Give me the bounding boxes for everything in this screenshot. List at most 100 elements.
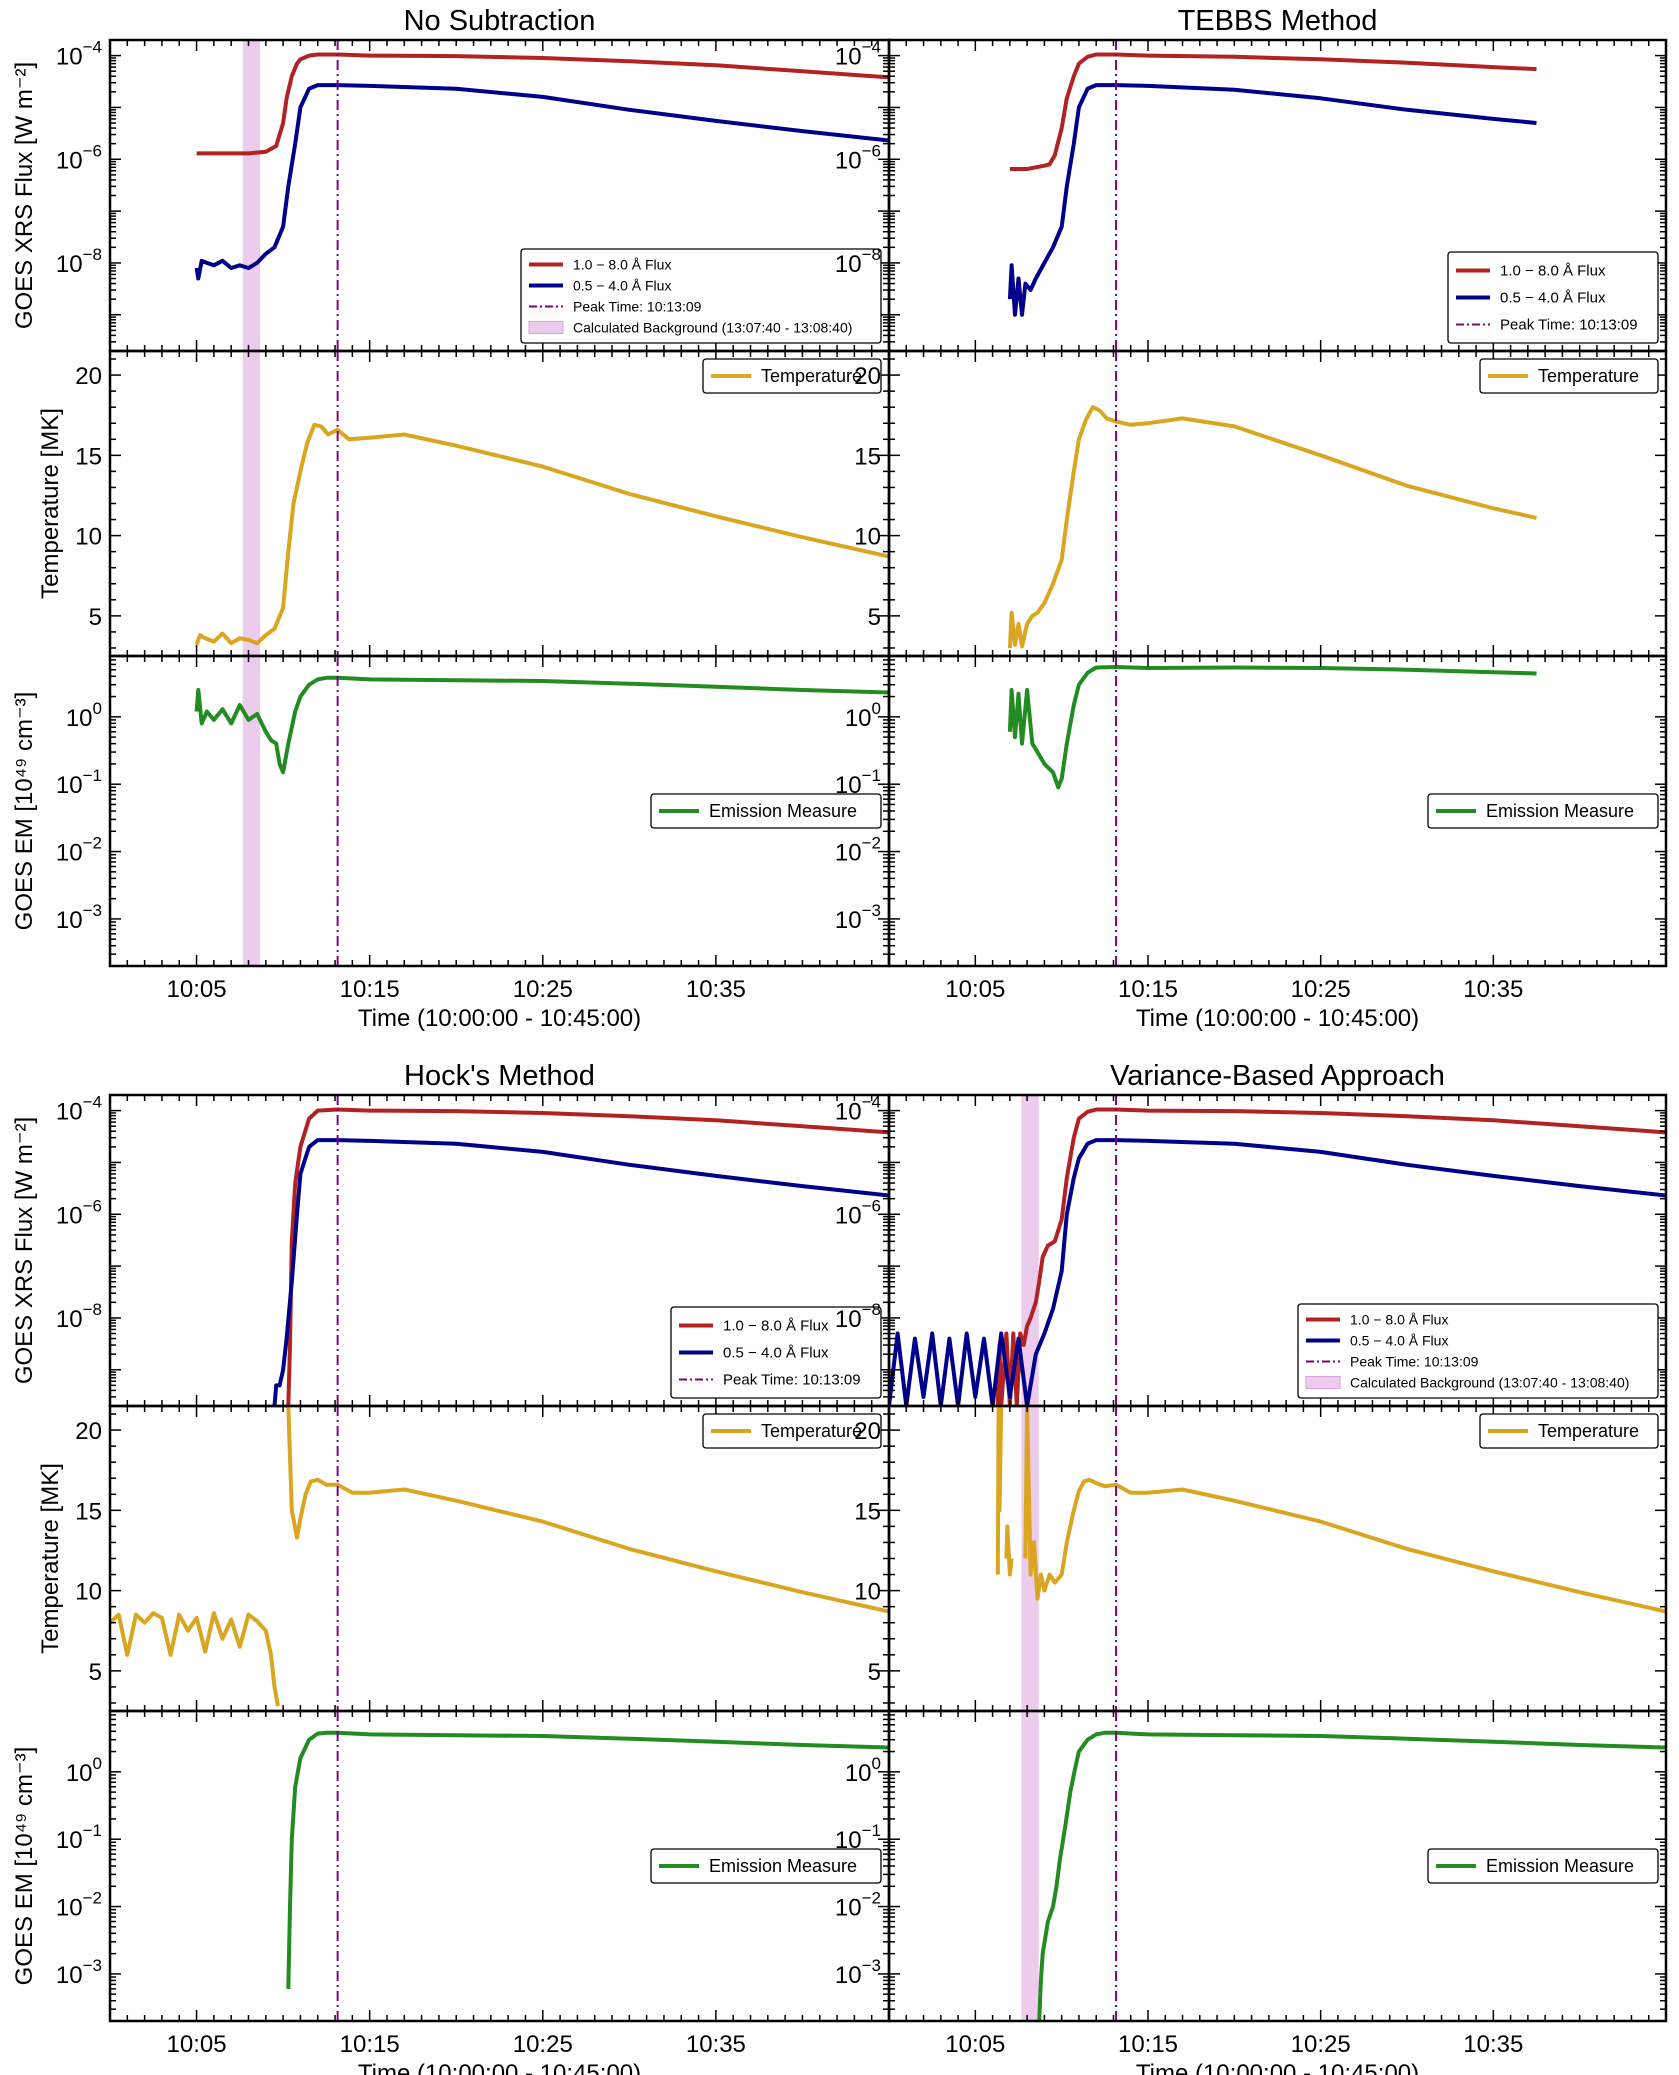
legend-label-short: 0.5 − 4.0 Å Flux	[1350, 1333, 1448, 1349]
panel-temperature: 20 15 10 5 Temperature Temperature [MK]	[37, 1404, 891, 1713]
series-line-emission_measure	[286, 1730, 889, 1989]
y-tick-label: 10−4	[56, 38, 102, 71]
tick-base: 10	[835, 772, 862, 799]
tick-base: 10	[56, 147, 83, 174]
legend-box	[1427, 1848, 1659, 1884]
legend-label-long: 1.0 − 8.0 Å Flux	[1350, 1312, 1448, 1328]
y-tick-label: 10−6	[56, 141, 102, 174]
y-tick-label: 10−3	[835, 901, 881, 934]
tick-base: 10	[56, 772, 83, 799]
axes-frame	[887, 1404, 1668, 1713]
tick-exponent: 0	[93, 1754, 102, 1773]
tick-base: 10	[835, 907, 862, 934]
tick-exponent: 0	[872, 1754, 881, 1773]
y-tick-label: 10−6	[835, 141, 881, 174]
legend-label-bg: Calculated Background (13:07:40 - 13:08:…	[573, 320, 852, 336]
series-line-emission_measure	[1037, 1730, 1666, 2021]
tick-base: 10	[835, 147, 862, 174]
tick-base: 10	[845, 1760, 872, 1787]
tick-exponent: −6	[862, 1196, 881, 1215]
y-tick-label: 10−1	[835, 766, 881, 799]
y-tick-label: 10−2	[835, 834, 881, 867]
legend-label-bg: Calculated Background (13:07:40 - 13:08:…	[1350, 1375, 1629, 1391]
y-tick-label: 10−2	[835, 1889, 881, 1922]
tick-exponent: 0	[93, 699, 102, 718]
y-tick-label: 10−1	[835, 1821, 881, 1854]
x-tick-label: 10:05	[167, 976, 227, 1003]
tick-exponent: −4	[862, 38, 881, 57]
tick-base: 10	[56, 251, 83, 278]
x-tick-label: 10:25	[1291, 2031, 1351, 2058]
series-line-emission_measure	[194, 675, 889, 775]
tick-exponent: −3	[862, 901, 881, 920]
tick-exponent: −3	[83, 901, 102, 920]
y-tick-label: 5	[868, 604, 881, 631]
x-tick-label: 10:35	[1463, 2031, 1523, 2058]
y-tick-label: 10−6	[835, 1196, 881, 1229]
legend-label-peak: Peak Time: 10:13:09	[1350, 1354, 1479, 1370]
tick-base: 10	[56, 1202, 83, 1229]
series-line-temperature	[1007, 405, 1537, 649]
x-tick-label: 10:15	[340, 2031, 400, 2058]
legend-box	[650, 1848, 882, 1884]
legend-box	[1427, 793, 1659, 829]
legend-label-em: Emission Measure	[1486, 1856, 1634, 1876]
series-line-flux	[1009, 52, 1537, 171]
axes-frame	[887, 349, 1668, 658]
y-tick-label: 10−8	[56, 1300, 102, 1333]
y-tick-label: 10−2	[56, 834, 102, 867]
x-tick-label: 10:25	[513, 2031, 573, 2058]
legend-swatch-background	[528, 321, 564, 334]
legend-label-peak: Peak Time: 10:13:09	[573, 299, 702, 315]
tick-base: 10	[56, 1962, 83, 1989]
tick-exponent: 0	[872, 699, 881, 718]
legend-label-long: 1.0 − 8.0 Å Flux	[1500, 263, 1606, 280]
tick-exponent: −8	[83, 245, 102, 264]
x-axis-label: Time (10:00:00 - 10:45:00)	[1136, 2060, 1419, 2075]
tick-exponent: −6	[862, 141, 881, 160]
y-tick-label: 10−8	[56, 245, 102, 278]
tick-base: 10	[835, 1099, 862, 1126]
panel-temperature: 20 15 10 5 Temperature	[854, 349, 1668, 658]
x-tick-label: 10:35	[1463, 976, 1523, 1003]
tick-base: 10	[56, 44, 83, 71]
tick-exponent: −8	[83, 1300, 102, 1319]
legend-swatch-background	[1305, 1376, 1341, 1389]
legend: 1.0 − 8.0 Å Flux 0.5 − 4.0 Å Flux Peak Tim…	[1447, 251, 1659, 344]
y-tick-label: 5	[89, 604, 102, 631]
panel-temperature: 20 15 10 5 Temperature Temperature [MK]	[37, 349, 891, 658]
x-axis-label: Time (10:00:00 - 10:45:00)	[1136, 1005, 1419, 1032]
x-tick-label: 10:15	[340, 976, 400, 1003]
legend: Emission Measure	[650, 793, 882, 829]
x-tick-label: 10:35	[686, 2031, 746, 2058]
tick-base: 10	[835, 840, 862, 867]
tick-exponent: −4	[83, 1093, 102, 1112]
y-tick-label: 10	[854, 524, 881, 551]
series-line-flux	[995, 1107, 1666, 1406]
legend-label-temp: Temperature	[1538, 366, 1639, 386]
y-tick-label: 10	[854, 1579, 881, 1606]
legend-label-em: Emission Measure	[1486, 801, 1634, 821]
legend: 1.0 − 8.0 Å Flux 0.5 − 4.0 Å Flux Peak Tim…	[670, 1306, 882, 1399]
y-tick-label: 10−3	[56, 1956, 102, 1989]
tick-base: 10	[835, 1895, 862, 1922]
panel-temperature: 20 15 10 5 Temperature	[854, 1404, 1668, 1713]
tick-base: 10	[835, 1962, 862, 1989]
tick-base: 10	[56, 907, 83, 934]
tick-base: 10	[56, 1099, 83, 1126]
subplot-title: Hock's Method	[404, 1060, 595, 1092]
y-tick-label: 100	[66, 699, 102, 732]
y-tick-label: 100	[845, 1754, 881, 1787]
y-axis-label: GOES XRS Flux [W m⁻²]	[11, 1117, 38, 1384]
y-tick-label: 5	[868, 1659, 881, 1686]
series-line-temperature	[286, 1406, 889, 1614]
series-line-flux	[889, 1138, 1666, 1406]
y-tick-label: 10	[75, 1579, 102, 1606]
tick-base: 10	[66, 705, 93, 732]
x-axis-label: Time (10:00:00 - 10:45:00)	[358, 2060, 641, 2075]
